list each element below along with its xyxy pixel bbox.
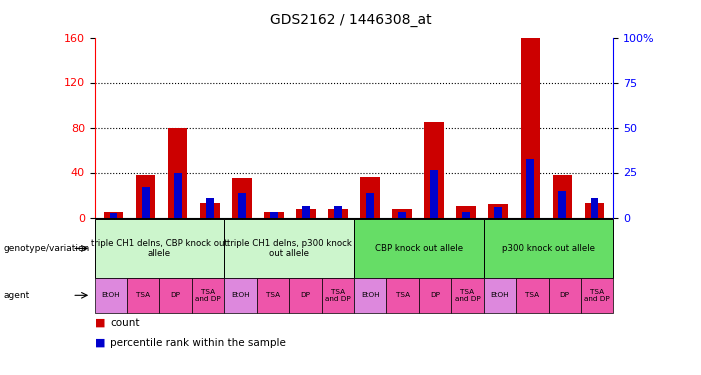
Bar xyxy=(206,198,214,217)
Bar xyxy=(104,212,123,217)
Text: TSA: TSA xyxy=(136,292,150,298)
Text: TSA
and DP: TSA and DP xyxy=(455,289,480,302)
Text: DP: DP xyxy=(559,292,570,298)
Text: EtOH: EtOH xyxy=(491,292,509,298)
Bar xyxy=(393,209,411,218)
Bar xyxy=(494,207,502,218)
Bar xyxy=(302,206,310,218)
Bar xyxy=(271,212,278,217)
Text: TSA: TSA xyxy=(525,292,539,298)
Bar xyxy=(297,209,315,218)
Text: TSA
and DP: TSA and DP xyxy=(325,289,350,302)
Bar xyxy=(142,187,149,218)
Bar xyxy=(200,203,219,217)
Text: TSA
and DP: TSA and DP xyxy=(585,289,610,302)
Bar xyxy=(463,212,470,217)
Bar xyxy=(489,204,508,218)
Text: triple CH1 delns, p300 knock
out allele: triple CH1 delns, p300 knock out allele xyxy=(226,239,352,258)
Bar xyxy=(168,128,187,218)
Bar xyxy=(521,38,540,218)
Text: p300 knock out allele: p300 knock out allele xyxy=(502,244,595,253)
Text: DP: DP xyxy=(300,292,311,298)
Text: EtOH: EtOH xyxy=(361,292,379,298)
Bar xyxy=(424,122,444,218)
Bar xyxy=(398,212,406,217)
Bar xyxy=(360,177,380,218)
Bar xyxy=(232,178,252,218)
Bar xyxy=(456,206,476,218)
Text: percentile rank within the sample: percentile rank within the sample xyxy=(110,338,286,348)
Text: agent: agent xyxy=(4,291,29,300)
Bar xyxy=(110,213,118,217)
Bar xyxy=(552,175,572,217)
Text: ■: ■ xyxy=(95,318,105,327)
Text: TSA: TSA xyxy=(266,292,280,298)
Text: CBP knock out allele: CBP knock out allele xyxy=(375,244,463,253)
Text: DP: DP xyxy=(170,292,181,298)
Bar xyxy=(136,175,156,217)
Bar xyxy=(238,193,245,217)
Bar xyxy=(590,198,598,217)
Text: triple CH1 delns, CBP knock out
allele: triple CH1 delns, CBP knock out allele xyxy=(91,239,228,258)
Bar xyxy=(559,190,566,217)
Text: genotype/variation: genotype/variation xyxy=(4,244,90,253)
Bar xyxy=(526,159,533,218)
Text: DP: DP xyxy=(430,292,440,298)
Text: EtOH: EtOH xyxy=(102,292,120,298)
Text: GDS2162 / 1446308_at: GDS2162 / 1446308_at xyxy=(270,13,431,27)
Bar xyxy=(367,193,374,217)
Bar xyxy=(264,212,284,217)
Text: count: count xyxy=(110,318,139,327)
Text: ■: ■ xyxy=(95,338,105,348)
Bar xyxy=(585,203,604,217)
Bar xyxy=(430,170,437,217)
Bar xyxy=(328,209,348,218)
Bar xyxy=(334,206,341,218)
Text: TSA
and DP: TSA and DP xyxy=(196,289,221,302)
Text: EtOH: EtOH xyxy=(231,292,250,298)
Text: TSA: TSA xyxy=(395,292,409,298)
Bar xyxy=(175,172,182,217)
